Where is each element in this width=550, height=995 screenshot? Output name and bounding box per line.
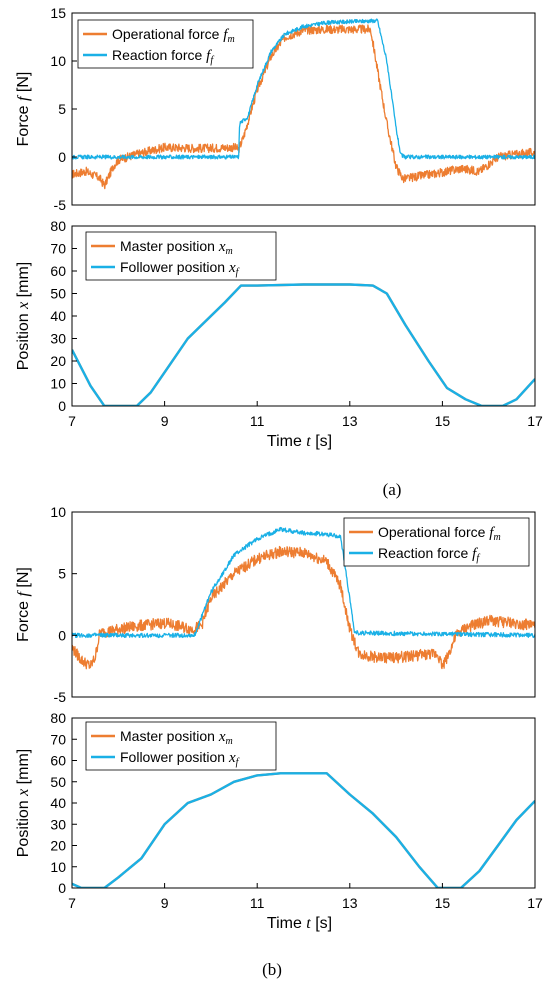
x-tick-label-a-position-3: 13 xyxy=(342,413,358,429)
x-axis-label-b-position: Time t [s] xyxy=(267,915,332,932)
y-axis-label-a-force: Force f [N] xyxy=(15,72,32,147)
y-tick-label-a-force-0: -5 xyxy=(54,197,67,213)
y-axis-label-b-force: Force f [N] xyxy=(15,567,32,642)
legend-label-a-force-1: Reaction force ff xyxy=(112,47,214,66)
legend-label-a-position-1: Follower position xf xyxy=(120,259,240,278)
y-tick-label-b-position-5: 50 xyxy=(50,774,66,790)
y-tick-label-b-force-1: 0 xyxy=(58,627,66,643)
y-tick-label-b-force-3: 10 xyxy=(50,504,66,520)
y-tick-label-a-position-3: 30 xyxy=(50,331,66,347)
y-tick-label-a-position-7: 70 xyxy=(50,241,66,257)
y-tick-label-a-force-3: 10 xyxy=(50,53,66,69)
series-line-b-position-1 xyxy=(72,772,535,888)
legend-box-b-position xyxy=(85,721,277,771)
y-axis-label-b-position: Position x [mm] xyxy=(15,749,32,857)
caption-b: (b) xyxy=(262,960,282,979)
legend-label-b-position-1: Follower position xf xyxy=(120,749,240,768)
chart-b-force: -5 0 5 10 Force f [N] Operational force fm Rea… xyxy=(15,504,536,705)
y-tick-label-a-position-6: 60 xyxy=(50,263,66,279)
y-tick-label-b-position-6: 60 xyxy=(50,753,66,769)
series-line-b-force-0 xyxy=(72,545,535,670)
legend-label-b-force-1: Reaction force ff xyxy=(378,545,480,564)
chart-a-position: 0 10 20 30 40 50 60 70 80 7 9 11 13 15 17 Position x [m… xyxy=(15,218,543,450)
x-axis-label-a-position: Time t [s] xyxy=(267,433,332,450)
legend-label-a-position-0: Master position xm xyxy=(120,238,233,257)
legend-box-b-force xyxy=(343,517,530,567)
y-tick-label-a-position-8: 80 xyxy=(50,218,66,234)
y-tick-label-a-force-1: 0 xyxy=(58,149,66,165)
y-tick-label-a-force-4: 15 xyxy=(50,5,66,21)
y-tick-label-b-position-4: 40 xyxy=(50,795,66,811)
x-tick-label-b-position-0: 7 xyxy=(68,895,76,911)
y-tick-label-b-position-7: 70 xyxy=(50,731,66,747)
series-line-a-force-1 xyxy=(72,18,535,160)
legend-label-b-force-0: Operational force fm xyxy=(378,524,501,543)
x-tick-label-a-position-2: 11 xyxy=(250,413,265,429)
y-tick-label-a-position-1: 10 xyxy=(50,376,66,392)
y-tick-label-b-position-2: 20 xyxy=(50,838,66,854)
x-tick-label-a-position-5: 17 xyxy=(527,413,543,429)
y-tick-label-b-position-3: 30 xyxy=(50,816,66,832)
x-tick-label-b-position-1: 9 xyxy=(161,895,169,911)
x-tick-label-a-position-4: 15 xyxy=(435,413,451,429)
caption-a: (a) xyxy=(383,480,402,499)
y-tick-label-b-position-1: 10 xyxy=(50,859,66,875)
x-tick-label-b-position-5: 17 xyxy=(527,895,543,911)
y-tick-label-a-position-0: 0 xyxy=(58,398,66,414)
legend-label-a-force-0: Operational force fm xyxy=(112,26,235,45)
series-line-a-position-0 xyxy=(72,283,535,406)
legend-box-a-position xyxy=(85,231,277,281)
chart-b-position: 0 10 20 30 40 50 60 70 80 7 9 11 13 15 17 Position x [m… xyxy=(15,710,543,932)
y-tick-label-a-position-2: 20 xyxy=(50,353,66,369)
x-tick-label-b-position-3: 13 xyxy=(342,895,358,911)
chart-a-force: -5 0 5 10 15 Force f [N] Operational force fm R… xyxy=(15,5,536,213)
series-line-a-position-1 xyxy=(72,283,535,406)
legend-box-a-force xyxy=(77,19,254,69)
y-tick-label-a-force-2: 5 xyxy=(58,101,66,117)
y-tick-label-b-force-2: 5 xyxy=(58,566,66,582)
y-tick-label-b-position-0: 0 xyxy=(58,880,66,896)
x-tick-label-b-position-2: 11 xyxy=(250,895,265,911)
plot-frame-b-force xyxy=(71,511,536,698)
y-tick-label-b-force-0: -5 xyxy=(54,689,67,705)
y-tick-label-a-position-4: 40 xyxy=(50,308,66,324)
series-line-b-position-0 xyxy=(72,772,535,888)
series-line-b-force-1 xyxy=(72,526,535,639)
x-tick-label-b-position-4: 15 xyxy=(435,895,451,911)
series-line-a-force-0 xyxy=(72,24,535,190)
y-tick-label-a-position-5: 50 xyxy=(50,286,66,302)
legend-label-b-position-0: Master position xm xyxy=(120,728,233,747)
x-tick-label-a-position-0: 7 xyxy=(68,413,76,429)
x-tick-label-a-position-1: 9 xyxy=(161,413,169,429)
y-axis-label-a-position: Position x [mm] xyxy=(15,262,32,370)
y-tick-label-b-position-8: 80 xyxy=(50,710,66,726)
